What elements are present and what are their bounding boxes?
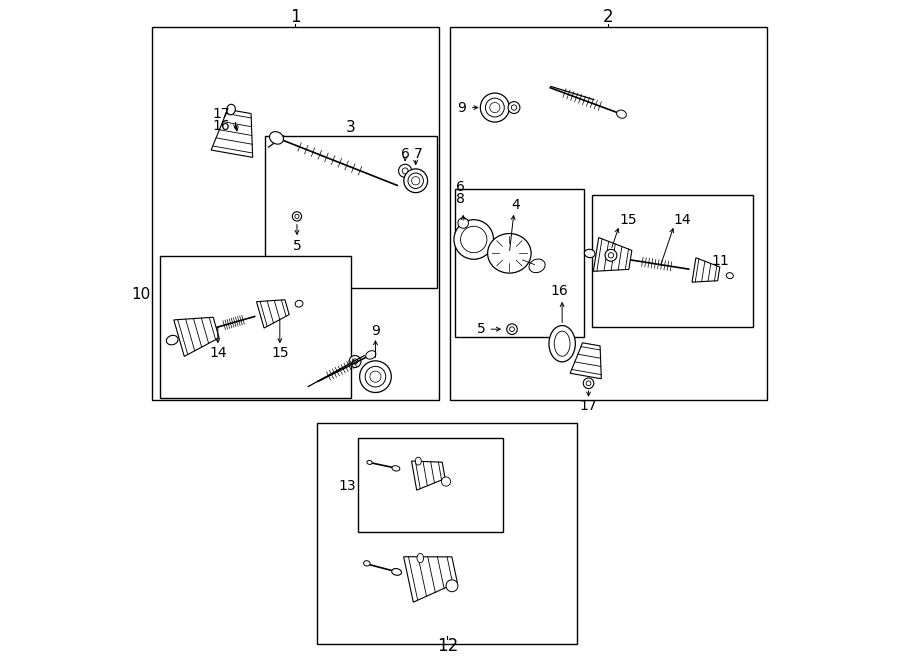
Circle shape xyxy=(507,324,517,334)
Text: 16: 16 xyxy=(550,284,568,298)
Circle shape xyxy=(295,214,299,219)
Ellipse shape xyxy=(416,457,421,465)
Polygon shape xyxy=(411,461,446,490)
Circle shape xyxy=(583,378,594,389)
Ellipse shape xyxy=(295,300,303,307)
Bar xyxy=(357,438,503,531)
Circle shape xyxy=(586,381,591,385)
Text: 10: 10 xyxy=(131,287,150,301)
Circle shape xyxy=(411,176,420,185)
Text: 13: 13 xyxy=(338,479,356,492)
Ellipse shape xyxy=(549,326,575,362)
Circle shape xyxy=(485,98,504,117)
Text: 14: 14 xyxy=(673,213,691,227)
Text: 15: 15 xyxy=(271,346,289,360)
Circle shape xyxy=(511,105,517,110)
Text: 6: 6 xyxy=(456,180,465,194)
Bar xyxy=(455,188,584,337)
Bar xyxy=(450,27,767,400)
Text: 15: 15 xyxy=(619,213,637,227)
Ellipse shape xyxy=(227,104,235,115)
Circle shape xyxy=(446,580,458,592)
Polygon shape xyxy=(593,237,632,271)
Circle shape xyxy=(399,165,411,177)
Polygon shape xyxy=(212,110,253,157)
Ellipse shape xyxy=(392,568,401,575)
Circle shape xyxy=(454,219,493,259)
Circle shape xyxy=(408,173,423,188)
Text: 6: 6 xyxy=(400,147,410,161)
Text: 1: 1 xyxy=(290,8,301,26)
Circle shape xyxy=(481,93,509,122)
Text: 2: 2 xyxy=(603,8,614,26)
Ellipse shape xyxy=(616,110,626,118)
Text: 14: 14 xyxy=(209,346,227,360)
Circle shape xyxy=(605,249,617,261)
Ellipse shape xyxy=(269,132,284,144)
Bar xyxy=(152,27,439,400)
Circle shape xyxy=(370,371,381,382)
Circle shape xyxy=(292,212,302,221)
Bar xyxy=(592,194,752,327)
Text: 11: 11 xyxy=(712,254,729,268)
Polygon shape xyxy=(403,557,457,602)
Text: 7: 7 xyxy=(414,147,423,161)
Ellipse shape xyxy=(529,259,545,273)
Polygon shape xyxy=(256,299,289,328)
Circle shape xyxy=(441,477,451,486)
Ellipse shape xyxy=(392,465,400,471)
Bar xyxy=(160,256,351,398)
Ellipse shape xyxy=(417,553,424,563)
Text: 16: 16 xyxy=(212,119,230,133)
Text: 9: 9 xyxy=(457,100,466,114)
Text: 17: 17 xyxy=(580,399,598,412)
Bar xyxy=(266,136,436,288)
Polygon shape xyxy=(692,258,720,282)
Text: 12: 12 xyxy=(436,637,458,655)
Circle shape xyxy=(365,366,386,387)
Circle shape xyxy=(349,356,361,368)
Text: 9: 9 xyxy=(371,323,380,338)
Text: 8: 8 xyxy=(456,192,465,206)
Text: 5: 5 xyxy=(477,322,486,336)
Text: 17: 17 xyxy=(212,107,230,121)
Circle shape xyxy=(458,217,469,228)
Polygon shape xyxy=(570,343,601,379)
Circle shape xyxy=(461,226,487,253)
Polygon shape xyxy=(174,317,219,356)
Ellipse shape xyxy=(364,561,370,566)
Circle shape xyxy=(360,361,392,393)
Text: 4: 4 xyxy=(511,198,520,212)
Ellipse shape xyxy=(367,461,372,465)
Ellipse shape xyxy=(726,272,734,279)
Circle shape xyxy=(352,359,357,364)
Circle shape xyxy=(509,327,515,332)
Bar xyxy=(317,423,577,644)
Circle shape xyxy=(402,168,408,174)
Ellipse shape xyxy=(584,249,595,258)
Circle shape xyxy=(490,102,500,112)
Ellipse shape xyxy=(166,335,178,345)
Text: 5: 5 xyxy=(292,239,302,253)
Circle shape xyxy=(508,102,520,114)
Ellipse shape xyxy=(488,233,531,273)
Circle shape xyxy=(608,253,614,258)
Circle shape xyxy=(404,169,428,192)
Ellipse shape xyxy=(365,351,376,359)
Text: 3: 3 xyxy=(346,120,356,135)
